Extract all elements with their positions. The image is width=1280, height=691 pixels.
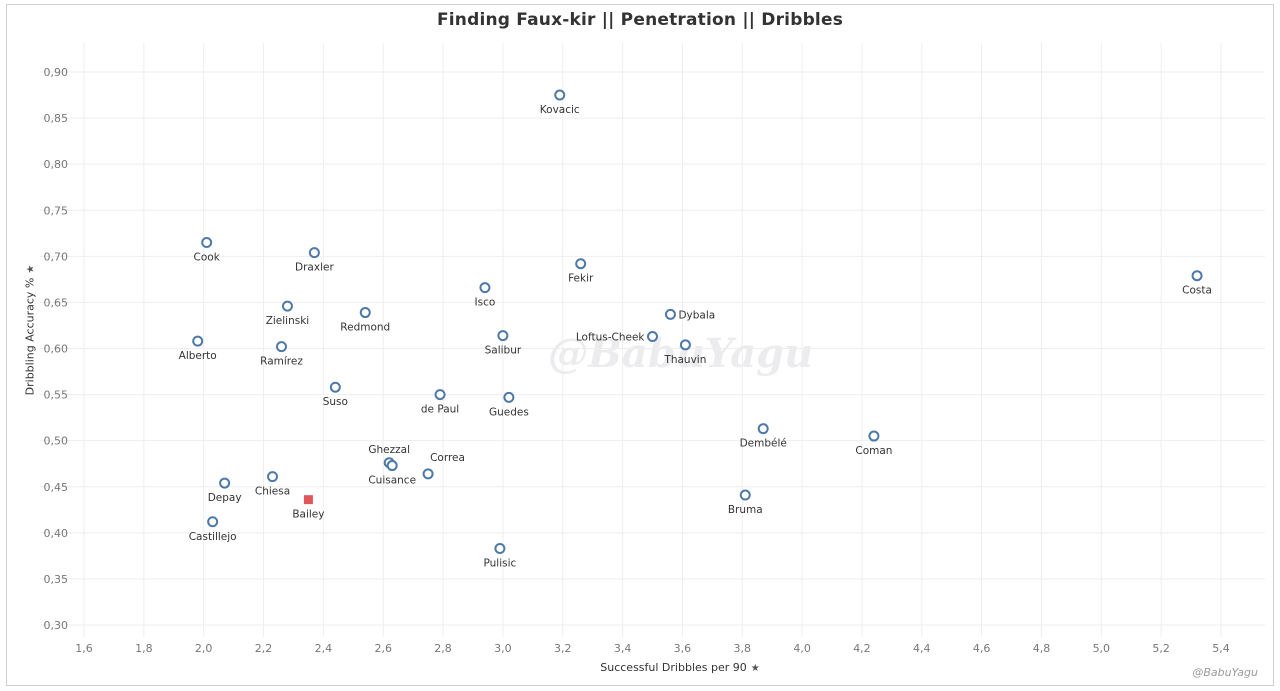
x-tick-label: 1,6 [75,642,93,655]
data-label: de Paul [421,404,459,416]
x-tick-label: 3,0 [494,642,512,655]
x-tick-label: 2,4 [315,642,333,655]
data-point [1191,270,1203,282]
x-tick-label: 2,0 [195,642,213,655]
x-tick-label: 4,8 [1033,642,1051,655]
chart-title: Finding Faux-kir || Penetration || Dribb… [436,10,844,30]
data-point [219,477,231,489]
x-tick-label: 3,6 [674,642,692,655]
data-point [422,468,434,480]
x-tick-label: 4,2 [853,642,871,655]
y-tick-label: 0,70 [44,250,69,263]
y-axis-title: Dribbling Accuracy % ★ [24,265,37,396]
data-point [308,247,320,259]
y-tick-label: 0,85 [44,112,69,125]
data-point [201,237,213,249]
data-point [503,391,515,403]
data-label: Alberto [179,350,217,362]
data-label: Depay [208,492,242,504]
y-tick-label: 0,50 [44,435,69,448]
data-point [575,258,587,270]
data-point [434,389,446,401]
x-tick-label: 5,0 [1093,642,1111,655]
data-point [497,330,509,342]
data-label: Coman [855,445,892,457]
data-point [679,339,691,351]
data-label: Isco [475,297,496,309]
y-tick-label: 0,40 [44,527,69,540]
data-label: Costa [1182,285,1212,297]
data-point [275,341,287,353]
y-tick-label: 0,80 [44,158,69,171]
data-label: Draxler [295,262,334,274]
x-axis-title-text: Successful Dribbles per 90 [600,661,747,674]
data-label: Bailey [292,509,324,521]
data-point [647,331,658,343]
data-label: Correa [430,452,465,464]
data-label: Guedes [489,406,529,418]
x-axis-title: Successful Dribbles per 90 ★ [0,661,1280,674]
data-label: Dybala [678,309,715,321]
pin-icon[interactable]: ★ [25,264,37,274]
data-point [479,282,491,294]
y-tick-label: 0,60 [44,343,69,356]
data-label: Zielinski [266,315,310,327]
data-label: Pulisic [483,558,516,570]
data-label: Chiesa [255,486,290,498]
x-tick-label: 5,2 [1152,642,1170,655]
data-label: Suso [323,396,348,408]
data-point [281,300,293,312]
data-label: Ramírez [260,356,303,368]
x-tick-label: 3,2 [554,642,572,655]
data-point [868,430,880,442]
data-point [494,543,506,555]
data-point [192,335,204,347]
x-tick-label: 5,4 [1212,642,1230,655]
y-tick-label: 0,45 [44,481,69,494]
data-point [329,381,341,393]
data-point [207,516,219,528]
data-point [267,471,279,483]
data-label: Kovacic [540,104,580,116]
data-label: Cuisance [368,475,416,487]
x-tick-label: 3,4 [614,642,632,655]
data-label: Redmond [340,322,390,334]
data-point-highlight [303,495,313,505]
x-tick-label: 4,0 [793,642,811,655]
x-tick-label: 3,8 [734,642,752,655]
data-label: Ghezzal [368,444,410,456]
data-label: Salibur [485,345,522,357]
y-tick-label: 0,35 [44,573,69,586]
data-label: Bruma [728,504,763,516]
x-tick-label: 2,2 [255,642,273,655]
x-tick-label: 2,6 [374,642,392,655]
x-tick-label: 4,4 [913,642,931,655]
data-label: Castillejo [189,531,237,543]
y-tick-label: 0,75 [44,204,69,217]
y-tick-label: 0,65 [44,296,69,309]
data-label: Fekir [568,273,594,285]
y-tick-label: 0,30 [44,619,69,632]
y-axis-title-text: Dribbling Accuracy % [23,277,37,396]
data-point [386,460,398,472]
pin-icon[interactable]: ★ [750,663,760,674]
credit-text: @BabuYagu [1192,666,1258,679]
data-point [554,89,566,101]
y-tick-label: 0,90 [44,66,69,79]
y-tick-label: 0,55 [44,389,69,402]
data-label: Thauvin [663,354,706,366]
data-point [739,489,751,501]
x-tick-label: 4,6 [973,642,991,655]
data-point [664,308,676,320]
data-label: Cook [194,252,221,264]
x-tick-label: 2,8 [434,642,452,655]
data-label: Dembélé [740,438,787,450]
data-point [359,307,371,319]
data-label: Loftus-Cheek [576,332,646,344]
x-tick-label: 1,8 [135,642,153,655]
data-point [757,423,769,435]
